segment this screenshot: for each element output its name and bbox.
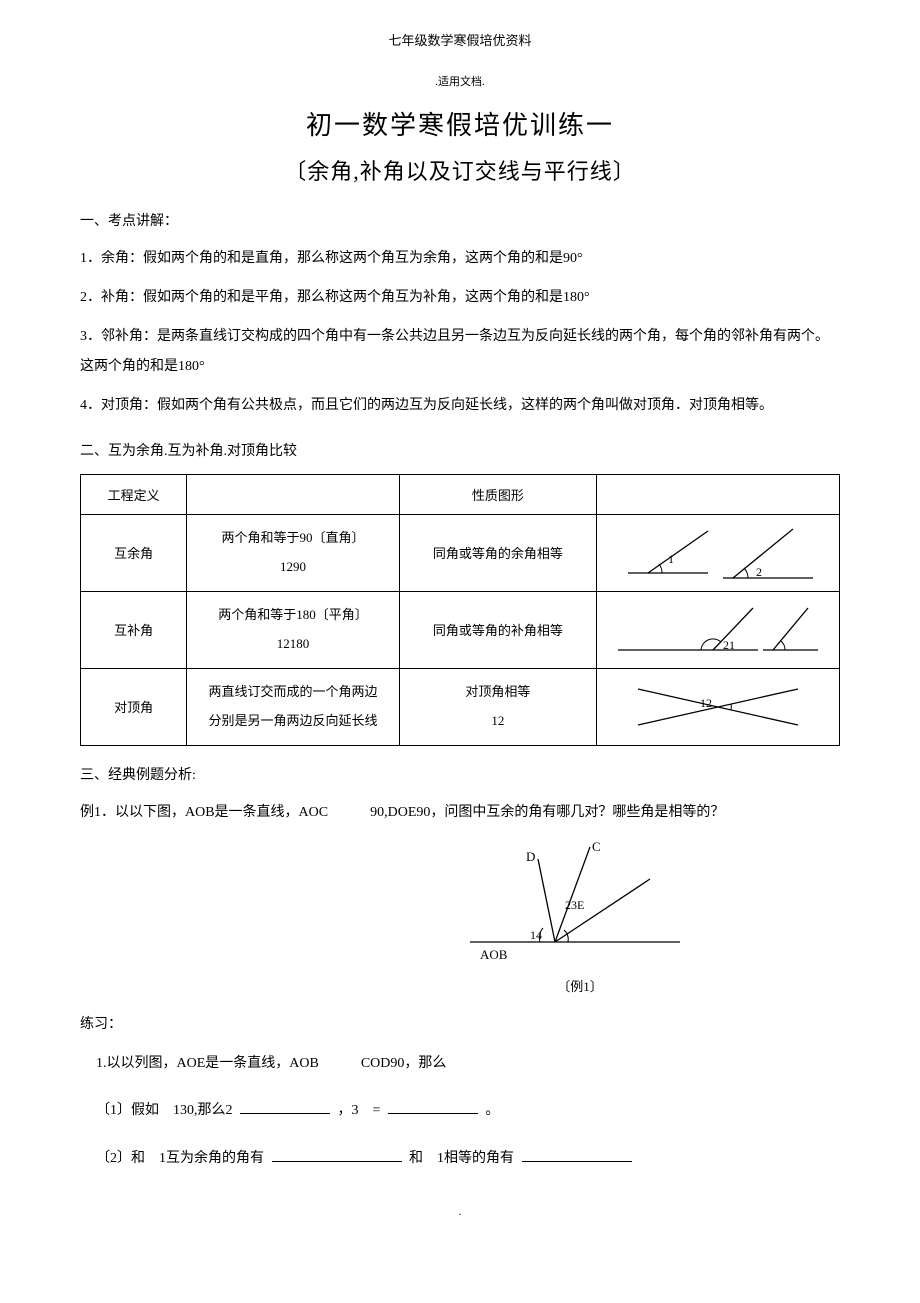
practice-3: 〔2〕和 1互为余角的角有 和 1相等的角有 <box>96 1142 840 1176</box>
practice-2: 〔1〕假如 130,那么2 ，3 = 。 <box>96 1094 840 1128</box>
prac2-a: 〔1〕假如 130,那么2 <box>96 1103 233 1118</box>
row1-prop: 同角或等角的余角相等 <box>399 514 596 591</box>
doc-tag: .适用文档. <box>80 73 840 89</box>
blank-field <box>388 1100 478 1114</box>
svg-text:23E: 23E <box>565 898 584 912</box>
row3-def: 两直线订交而成的一个角两边 分别是另一角两边反向延长线 <box>187 668 400 745</box>
row3-prop1: 对顶角相等 <box>406 678 590 707</box>
svg-text:2: 2 <box>756 565 762 579</box>
complementary-angle-icon: 1 2 <box>603 523 833 583</box>
row3-fig: 12 <box>597 668 840 745</box>
prac2-c: 。 <box>485 1103 499 1118</box>
supplementary-angle-icon: 21 <box>603 600 833 660</box>
example-1-text: 例1．以以下图，AOB是一条直线，AOC 90,DOE90，问图中互余的角有哪几… <box>80 798 840 829</box>
row1-fig: 1 2 <box>597 514 840 591</box>
row3-prop: 对顶角相等 12 <box>399 668 596 745</box>
svg-text:AOB: AOB <box>480 947 508 962</box>
row2-prop: 同角或等角的补角相等 <box>399 591 596 668</box>
row2-fig: 21 <box>597 591 840 668</box>
row1-def1: 两个角和等于90〔直角〕 <box>193 524 393 553</box>
row2-def2: 12180 <box>193 630 393 659</box>
footer-dot: . <box>80 1206 840 1218</box>
row3-name: 对顶角 <box>81 668 187 745</box>
point-2: 2．补角：假如两个角的和是平角，那么称这两个角互为补角，这两个角的和是180° <box>80 283 840 314</box>
table-header-row: 工程定义 性质图形 <box>81 474 840 514</box>
title-main: 初一数学寒假培优训练一 <box>80 105 840 142</box>
th-0: 工程定义 <box>81 474 187 514</box>
point-3: 3．邻补角：是两条直线订交构成的四个角中有一条公共边且另一条边互为反向延长线的两… <box>80 322 840 384</box>
title-sub: 〔余角,补角以及订交线与平行线〕 <box>80 154 840 186</box>
svg-text:C: C <box>592 839 601 854</box>
svg-text:21: 21 <box>723 638 735 652</box>
blank-field <box>522 1148 632 1162</box>
blank-field <box>240 1100 330 1114</box>
row2-def1: 两个角和等于180〔平角〕 <box>193 601 393 630</box>
practice-1: 1.以以列图，AOE是一条直线，AOB COD90，那么 <box>96 1047 840 1081</box>
blank-field <box>272 1148 402 1162</box>
vertical-angle-icon: 12 <box>603 677 833 737</box>
table-row: 互补角 两个角和等于180〔平角〕 12180 同角或等角的补角相等 21 <box>81 591 840 668</box>
practice-head: 练习： <box>80 1013 840 1033</box>
svg-text:1: 1 <box>668 552 674 566</box>
example-1-figure: C D 23E 14 AOB <box>460 837 840 972</box>
section-1-head: 一、考点讲解： <box>80 210 840 230</box>
prac3-b: 和 1相等的角有 <box>409 1151 514 1166</box>
comparison-table: 工程定义 性质图形 互余角 两个角和等于90〔直角〕 1290 同角或等角的余角… <box>80 474 840 746</box>
row2-name: 互补角 <box>81 591 187 668</box>
row1-def: 两个角和等于90〔直角〕 1290 <box>187 514 400 591</box>
point-1: 1．余角：假如两个角的和是直角，那么称这两个角互为余角，这两个角的和是90° <box>80 244 840 275</box>
svg-text:12: 12 <box>700 696 712 710</box>
row1-def2: 1290 <box>193 553 393 582</box>
th-2: 性质图形 <box>399 474 596 514</box>
prac3-a: 〔2〕和 1互为余角的角有 <box>96 1151 264 1166</box>
row2-def: 两个角和等于180〔平角〕 12180 <box>187 591 400 668</box>
row3-prop2: 12 <box>406 707 590 736</box>
th-3 <box>597 474 840 514</box>
row3-def2: 分别是另一角两边反向延长线 <box>193 707 393 736</box>
svg-text:D: D <box>526 849 535 864</box>
row3-def1: 两直线订交而成的一个角两边 <box>193 678 393 707</box>
section-2-head: 二、互为余角.互为补角.对顶角比较 <box>80 440 840 460</box>
angle-diagram-icon: C D 23E 14 AOB <box>460 837 690 967</box>
page-header: 七年级数学寒假培优资料 <box>80 30 840 49</box>
section-3-head: 三、经典例题分析: <box>80 764 840 784</box>
th-1 <box>187 474 400 514</box>
row1-name: 互余角 <box>81 514 187 591</box>
table-row: 对顶角 两直线订交而成的一个角两边 分别是另一角两边反向延长线 对顶角相等 12… <box>81 668 840 745</box>
svg-text:14: 14 <box>530 928 542 942</box>
table-row: 互余角 两个角和等于90〔直角〕 1290 同角或等角的余角相等 1 <box>81 514 840 591</box>
prac2-b: ，3 = <box>338 1103 381 1118</box>
point-4: 4．对顶角：假如两个角有公共极点，而且它们的两边互为反向延长线，这样的两个角叫做… <box>80 391 840 422</box>
example-1-caption: 〔例1〕 <box>320 976 840 995</box>
